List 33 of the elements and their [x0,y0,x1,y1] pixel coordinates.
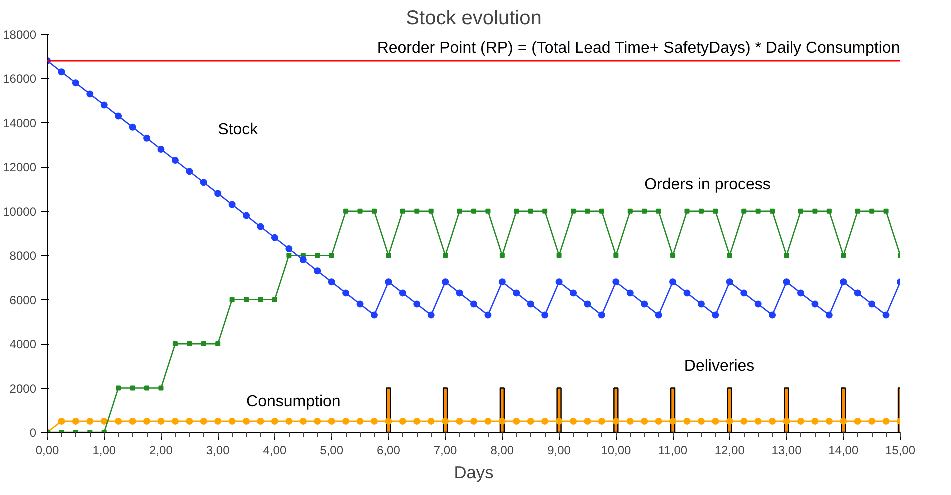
y-tick-label: 14000 [3,116,37,130]
y-tick-label: 12000 [3,160,37,175]
text: Stock [218,121,260,138]
x-tick-label: 2,00 [150,444,174,458]
y-tick-label: 16000 [3,72,37,86]
x-tick-label: 15,00 [885,444,916,458]
x-tick-label: 7,00 [434,444,458,458]
x-tick-label: 9,00 [548,444,572,458]
ref-line-label: Reorder Point (RP) = (Total Lead Time+ SafetyDays) * Daily Consumption [377,40,900,58]
y-tick-label: 8000 [10,249,37,264]
x-tick-label: 4,00 [263,444,287,458]
x-tick-label: 14,00 [828,444,859,458]
y-tick-label: 4000 [10,338,37,352]
x-tick-label: 11,00 [658,444,688,458]
x-tick-label: 8,00 [490,444,514,458]
x-axis-title: Days [454,462,494,482]
x-tick-label: 6,00 [377,444,401,458]
x-tick-label: 0,00 [36,444,60,458]
series-label: Deliveries [684,358,755,376]
y-tick-label: 10000 [3,204,37,219]
x-tick-label: 3,00 [206,444,230,458]
series-label: Consumption [246,393,341,410]
x-tick-label: 1,00 [92,444,116,458]
x-tick-label: 13,00 [772,444,802,458]
series-label: Orders in process [644,176,771,194]
y-tick-label: 6000 [10,293,37,308]
x-tick-label: 12,00 [714,444,746,458]
x-tick-label: 10,00 [601,444,632,458]
chart-title: Stock evolution [406,8,542,30]
y-tick-label: 2000 [10,382,37,396]
y-tick-label: 18000 [3,28,37,42]
y-tick-label: 0 [30,426,37,440]
x-tick-label: 5,00 [320,444,344,458]
